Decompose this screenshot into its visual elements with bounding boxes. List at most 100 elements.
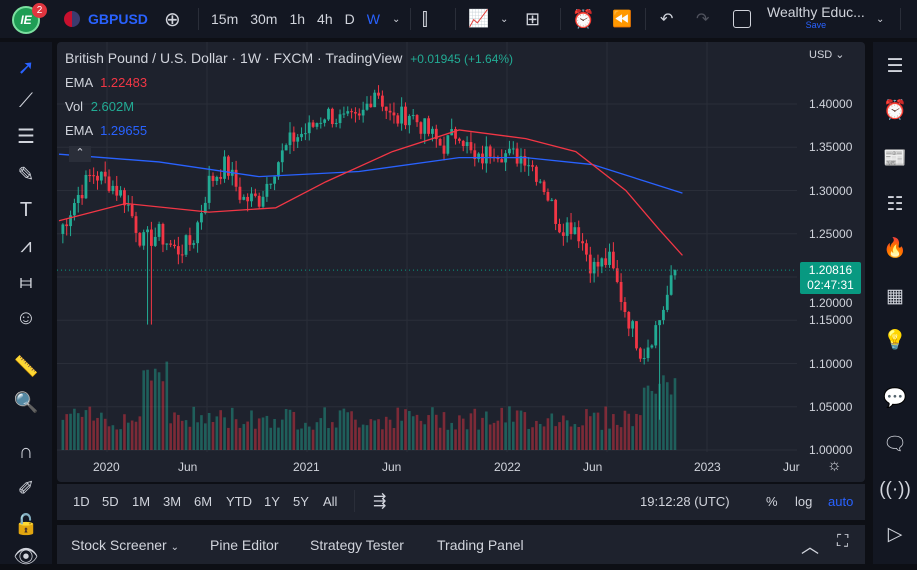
interval-15m[interactable]: 15m [211, 11, 239, 27]
trend-line-icon[interactable]: ⟋ [19, 89, 33, 112]
range-1M[interactable]: 1M [132, 494, 151, 509]
stay-drawing-icon[interactable]: ✐ [17, 477, 35, 500]
price-chart[interactable] [57, 42, 865, 482]
candle [354, 112, 357, 114]
fib-retracement-icon[interactable]: ☰ [17, 125, 35, 148]
range-1Y[interactable]: 1Y [264, 494, 280, 509]
clock-timezone[interactable]: 19:12:28 (UTC) [640, 494, 730, 509]
layout-name[interactable]: Wealthy Educ... Save [767, 4, 865, 30]
candle [611, 251, 615, 269]
interval-30m[interactable]: 30m [250, 11, 278, 27]
ruler-icon[interactable]: 📏 [13, 355, 39, 378]
indicator-volume[interactable]: Vol 2.602M [65, 99, 135, 114]
undo-icon[interactable]: ↶ [660, 11, 674, 28]
calendar-icon[interactable]: ▦ [886, 285, 904, 307]
candle [596, 261, 600, 267]
candle [523, 156, 527, 166]
currency-selector[interactable]: USD ⌄ [809, 49, 845, 61]
range-All[interactable]: All [323, 494, 338, 509]
interval-W[interactable]: W [366, 11, 380, 27]
range-YTD[interactable]: YTD [226, 494, 252, 509]
lock-icon[interactable]: 🔓 [13, 513, 39, 536]
chat-icon[interactable]: 💬 [883, 388, 907, 409]
prediction-icon[interactable]: ⧦ [19, 270, 33, 293]
compare-add-icon[interactable]: ⊕ [164, 8, 181, 31]
percent-toggle[interactable]: % [766, 494, 778, 509]
volume-bar [388, 419, 392, 450]
candle [615, 268, 619, 282]
chevron-down-icon[interactable]: ⌄ [500, 13, 509, 25]
interval-selector: 15m 30m 1h 4h D W ⌄ [211, 0, 400, 38]
tab-pine-editor[interactable]: Pine Editor [210, 537, 279, 553]
emoji-icon[interactable]: ☺ [15, 306, 37, 329]
volume-bar [361, 424, 365, 450]
log-toggle[interactable]: log [795, 494, 813, 509]
symbol-search[interactable]: GBPUSD [64, 0, 148, 38]
redo-icon[interactable]: ↷ [696, 11, 710, 28]
volume-bar [354, 419, 357, 450]
volume-bar [180, 420, 184, 450]
replay-icon[interactable]: ⏪ [612, 11, 632, 28]
candle [515, 148, 519, 164]
indicator-ema-red[interactable]: EMA 1.22483 [65, 75, 148, 90]
layout-grid-icon[interactable]: ⊞ [525, 8, 541, 29]
cursor-icon[interactable]: ➚ [17, 56, 35, 79]
fullscreen-box-icon[interactable] [733, 0, 751, 38]
candle [111, 185, 115, 192]
range-5Y[interactable]: 5Y [293, 494, 309, 509]
messages-icon[interactable]: 🗨 [882, 434, 908, 455]
volume-bar [662, 375, 665, 450]
help-play-icon[interactable]: ▷ [887, 523, 903, 545]
candle [319, 122, 323, 124]
news-icon[interactable]: 📰 [883, 148, 907, 169]
collapse-legend-icon[interactable]: ⌃ [69, 146, 91, 162]
range-6M[interactable]: 6M [194, 494, 213, 509]
alert-clock-icon[interactable]: ⏰ [572, 8, 595, 29]
tab-stock-screener[interactable]: Stock Screener ⌄ [71, 537, 179, 553]
indicator-ema-blue[interactable]: EMA 1.29655 [65, 123, 148, 138]
volume-bar [300, 428, 303, 450]
volume-bar [284, 409, 288, 450]
chart-pane[interactable]: British Pound / U.S. Dollar · 1W · FXCM … [57, 42, 865, 482]
add-list-icon[interactable]: ☷ [886, 193, 904, 215]
volume-bar [446, 429, 450, 450]
hotlists-fire-icon[interactable]: 🔥 [883, 238, 907, 259]
watchlist-icon[interactable]: ☰ [886, 55, 904, 77]
volume-bar [369, 419, 373, 450]
volume-bar [342, 408, 346, 450]
candle [434, 128, 438, 140]
tab-strategy-tester[interactable]: Strategy Tester [310, 537, 404, 553]
pattern-icon[interactable]: ⩘ [20, 234, 32, 257]
eye-icon[interactable]: 👁 [13, 545, 39, 568]
range-3M[interactable]: 3M [163, 494, 182, 509]
candle [327, 108, 330, 120]
interval-4h[interactable]: 4h [317, 11, 333, 27]
tab-trading-panel[interactable]: Trading Panel [437, 537, 524, 553]
chevron-down-icon[interactable]: ⌄ [876, 13, 885, 25]
chevron-down-icon[interactable]: ⌄ [391, 13, 401, 25]
streams-icon[interactable]: ((·)) [879, 479, 911, 500]
indicators-icon[interactable]: 📈 [468, 9, 490, 28]
chevron-up-icon[interactable]: ︿ [801, 537, 819, 557]
maximize-icon[interactable]: ⛶ [837, 533, 849, 550]
candle [546, 191, 550, 201]
zoom-in-icon[interactable]: 🔍 [13, 391, 39, 414]
magnet-icon[interactable]: ∩ [18, 440, 34, 463]
go-to-date-icon[interactable]: ⇶ [373, 493, 387, 510]
alarm-clock-icon[interactable]: ⏰ [883, 100, 907, 121]
save-button[interactable]: Save [805, 20, 827, 30]
text-icon[interactable]: T [19, 198, 33, 221]
settings-sun-icon[interactable]: ☼ [827, 457, 842, 474]
range-5D[interactable]: 5D [102, 494, 119, 509]
candle [134, 216, 138, 233]
candles-chart-type-icon[interactable]: ⫿ [422, 8, 428, 29]
ideas-lightbulb-icon[interactable]: 💡 [883, 330, 907, 351]
brush-icon[interactable]: ✎ [17, 163, 35, 186]
interval-1h[interactable]: 1h [289, 11, 306, 27]
candle [334, 123, 338, 125]
auto-toggle[interactable]: auto [828, 494, 854, 509]
volume-bar [188, 426, 192, 450]
candle [130, 204, 134, 217]
interval-D[interactable]: D [344, 11, 355, 27]
range-1D[interactable]: 1D [73, 494, 90, 509]
